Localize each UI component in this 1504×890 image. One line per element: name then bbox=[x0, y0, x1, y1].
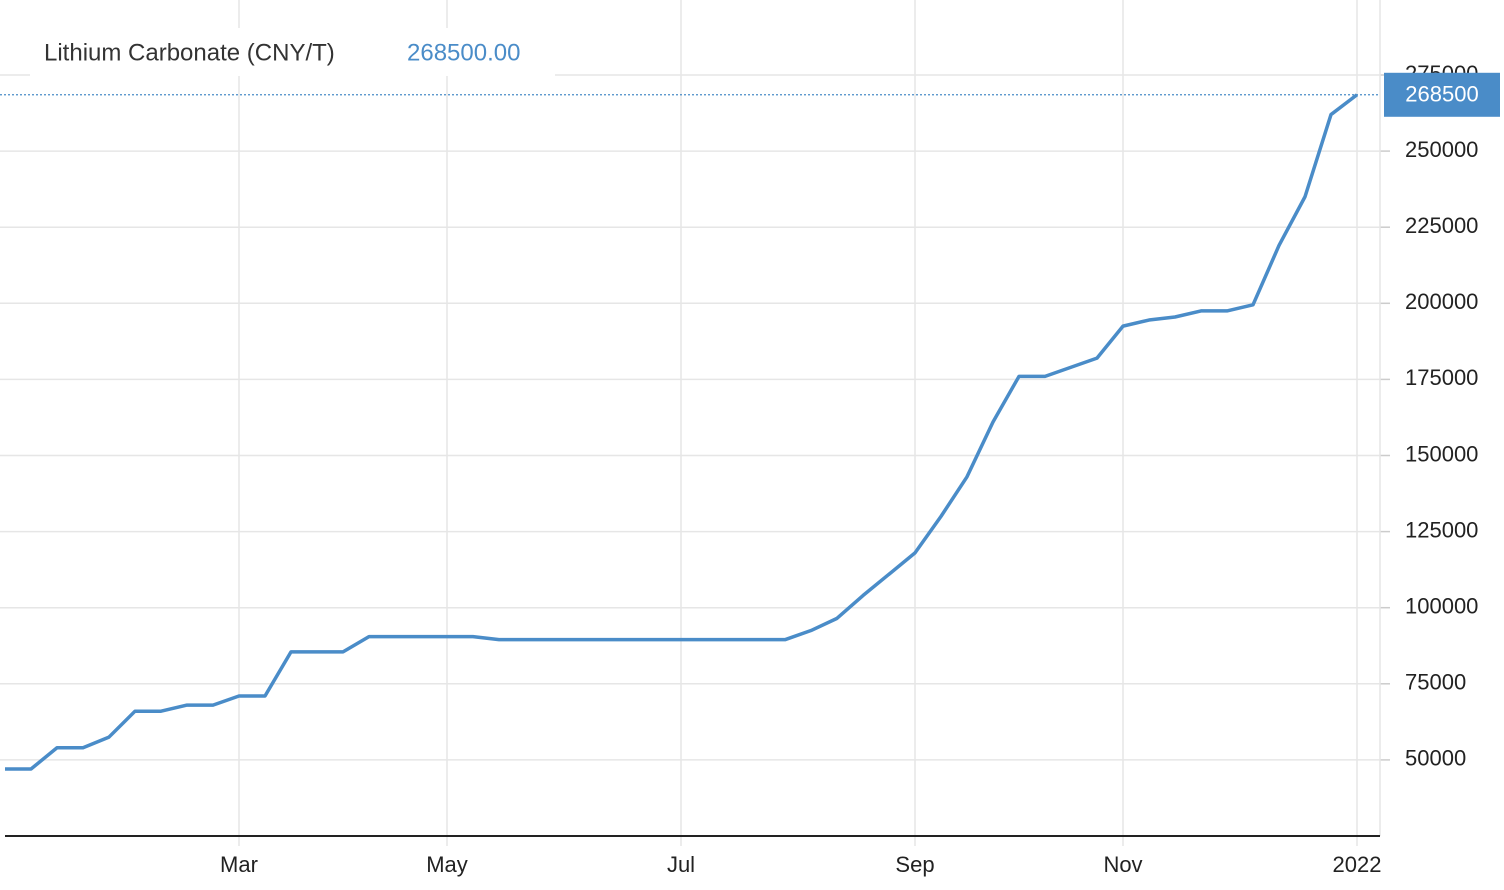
last-value-badge-label: 268500 bbox=[1405, 82, 1478, 107]
data-line bbox=[5, 93, 1359, 771]
y-tick-label: 150000 bbox=[1405, 441, 1478, 466]
last-value-header: 268500.00 bbox=[407, 39, 520, 66]
last-value-badge bbox=[1384, 72, 1500, 117]
y-tick-label: 200000 bbox=[1405, 289, 1478, 314]
chart-title: Lithium Carbonate (CNY/T) bbox=[44, 39, 335, 66]
y-tick-label: 125000 bbox=[1405, 517, 1478, 542]
x-tick-label: Sep bbox=[895, 852, 934, 877]
x-tick-label: Jul bbox=[667, 852, 695, 877]
y-tick-label: 100000 bbox=[1405, 594, 1478, 619]
y-tick-label: 50000 bbox=[1405, 746, 1466, 771]
x-tick-label: Mar bbox=[220, 852, 258, 877]
y-tick-label: 225000 bbox=[1405, 213, 1478, 238]
x-tick-label: Nov bbox=[1103, 852, 1142, 877]
y-tick-label: 250000 bbox=[1405, 137, 1478, 162]
y-tick-label: 75000 bbox=[1405, 670, 1466, 695]
x-tick-label: 2022 bbox=[1333, 852, 1382, 877]
x-tick-label: May bbox=[426, 852, 468, 877]
header-bg bbox=[30, 28, 555, 76]
y-tick-label: 175000 bbox=[1405, 365, 1478, 390]
